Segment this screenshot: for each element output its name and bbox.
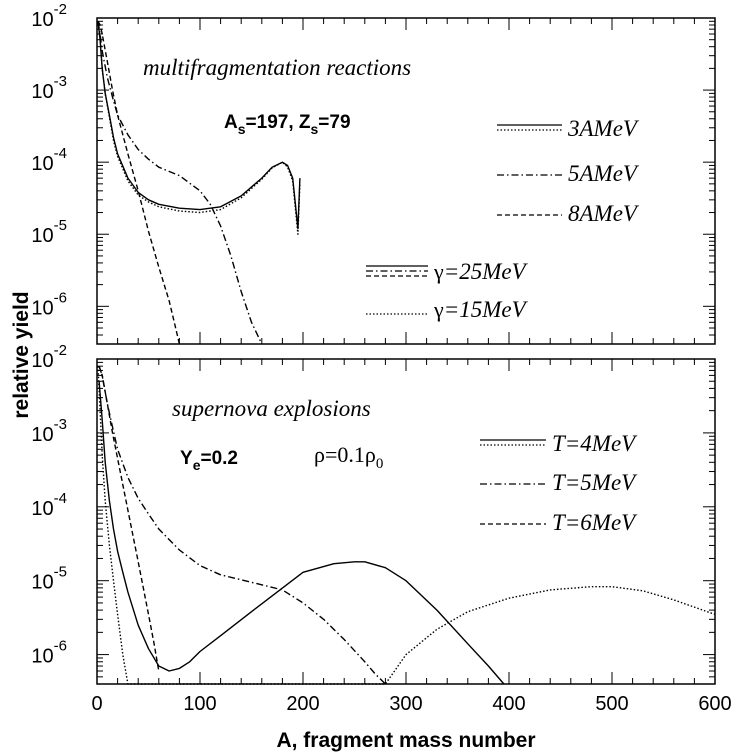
x-tick-label: 300 (389, 693, 422, 715)
y-tick-base: 10 (31, 498, 53, 520)
y-tick-exp: -6 (54, 638, 67, 655)
x-axis-label: A, fragment mass number (276, 729, 535, 752)
x-tick-label: 200 (286, 693, 319, 715)
y-tick-label: 10-5 (31, 217, 67, 247)
x-tick-label: 0 (91, 693, 102, 715)
y-tick-base: 10 (31, 350, 53, 372)
y-tick-exp: -3 (54, 73, 67, 90)
bottom-panel-title: supernova explosions (172, 396, 371, 421)
top-panel-annotation: As=197, Zs=79 (224, 112, 351, 137)
series-line-dotted (97, 21, 301, 235)
top-series-lines (97, 20, 301, 345)
y-tick-exp: -4 (54, 490, 67, 507)
y-tick-label: 10-2 (31, 1, 67, 31)
legend-label-t5: T=5MeV (552, 470, 638, 495)
y-tick-exp: -6 (54, 289, 67, 306)
y-tick-label: 10-6 (31, 638, 67, 668)
legend-label-3amev: 3AMeV (567, 116, 640, 141)
series-line-dashdot (97, 21, 263, 345)
x-tick-label: 600 (698, 693, 731, 715)
y-tick-base: 10 (31, 424, 53, 446)
legend-label-t4: T=4MeV (552, 431, 638, 456)
bottom-x-ticks: 0 100 200 300 400 500 600 (91, 359, 732, 715)
y-tick-exp: -5 (54, 217, 67, 234)
y-axis-label: relative yield (10, 291, 33, 418)
y-tick-exp: -2 (54, 342, 67, 359)
bottom-series-lines (97, 365, 716, 685)
legend-label-gamma25: γ=25MeV (433, 259, 529, 284)
rho-annotation: ρ=0.1ρ0 (314, 442, 383, 472)
y-tick-base: 10 (31, 81, 53, 103)
top-y-ticks: 10-610-510-410-310-2 (31, 1, 715, 345)
y-tick-label: 10-5 (31, 564, 67, 594)
legend-label-8amev: 8AMeV (568, 201, 640, 226)
y-tick-label: 10-4 (31, 145, 67, 175)
y-tick-label: 10-3 (31, 416, 67, 446)
bottom-legend: T=4MeV T=5MeV T=6MeV (480, 431, 638, 535)
x-tick-label: 400 (492, 693, 525, 715)
x-tick-label: 100 (183, 693, 216, 715)
top-panel: 10-610-510-410-310-2 multifragmentation … (31, 1, 716, 345)
legend-label-gamma15: γ=15MeV (433, 297, 529, 322)
y-tick-label: 10-4 (31, 490, 67, 520)
y-tick-label: 10-3 (31, 73, 67, 103)
bottom-y-ticks: 10-610-510-410-310-2 (31, 342, 715, 685)
top-x-ticks (96, 18, 716, 344)
legend-label-5amev: 5AMeV (568, 161, 640, 186)
series-line-solid (97, 21, 301, 230)
series-line-solid (98, 381, 505, 685)
series-line-dashdot (98, 365, 386, 685)
y-tick-base: 10 (31, 9, 53, 31)
y-tick-base: 10 (31, 572, 53, 594)
y-tick-label: 10-6 (31, 289, 67, 319)
y-tick-base: 10 (31, 297, 53, 319)
series-line-dashed (97, 20, 181, 345)
bottom-panel: 10-610-510-410-310-2 0 100 200 300 400 500 600… (31, 342, 731, 715)
y-tick-exp: -3 (54, 416, 67, 433)
series-line-dashed (98, 365, 160, 672)
top-panel-title: multifragmentation reactions (143, 55, 411, 80)
x-tick-label: 500 (595, 693, 628, 715)
y-tick-base: 10 (31, 225, 53, 247)
y-tick-exp: -2 (54, 1, 67, 18)
legend-label-t6: T=6MeV (552, 510, 638, 535)
y-tick-base: 10 (31, 153, 53, 175)
ye-annotation: Ye=0.2 (180, 448, 238, 473)
y-tick-base: 10 (31, 646, 53, 668)
y-tick-exp: -5 (54, 564, 67, 581)
top-legend: 3AMeV 5AMeV 8AMeV γ=25MeV γ=15MeV (366, 116, 640, 322)
y-tick-label: 10-2 (31, 342, 67, 372)
y-tick-exp: -4 (54, 145, 67, 162)
